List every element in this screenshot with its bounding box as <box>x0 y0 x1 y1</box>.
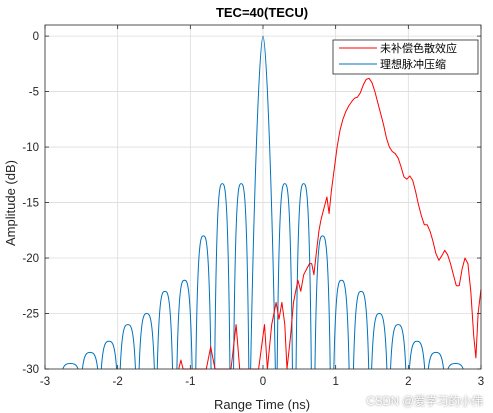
x-tick-label: -3 <box>40 376 50 388</box>
axis-ticks: -3 -2 -1 0 1 2 30-5-10-15-20-25-30 <box>22 25 484 388</box>
y-tick-label: -10 <box>22 142 39 154</box>
y-axis-label: Amplitude (dB) <box>3 160 18 246</box>
chart-title: TEC=40(TECU) <box>216 5 308 20</box>
x-tick-label: -1 <box>185 376 195 388</box>
y-tick-label: 0 <box>33 31 39 43</box>
series-layer <box>62 35 482 370</box>
legend-label-uncompensated: 未补偿色散效应 <box>380 41 457 55</box>
y-tick-label: -20 <box>22 253 39 265</box>
plot-area: -3 -2 -1 0 1 2 30-5-10-15-20-25-30 <box>22 24 484 388</box>
legend-label-ideal: 理想脉冲压缩 <box>380 57 446 71</box>
x-tick-label: 2 <box>405 376 411 388</box>
watermark: CSDN @爱学习的小伟 <box>366 396 483 408</box>
y-tick-label: -15 <box>22 198 39 210</box>
series-uncompensated-line <box>178 77 482 370</box>
x-tick-label: 3 <box>478 376 484 388</box>
x-tick-label: 0 <box>260 376 266 388</box>
x-tick-label: 1 <box>332 376 338 388</box>
legend-box <box>332 39 479 75</box>
y-tick-label: -25 <box>22 309 39 321</box>
y-tick-label: -5 <box>29 87 39 99</box>
x-axis-label: Range Time (ns) <box>214 397 310 412</box>
y-tick-label: -30 <box>22 364 39 376</box>
series-ideal-compression-line <box>62 35 464 370</box>
x-tick-label: -2 <box>113 376 123 388</box>
legend: 未补偿色散效应 理想脉冲压缩 <box>332 39 479 75</box>
